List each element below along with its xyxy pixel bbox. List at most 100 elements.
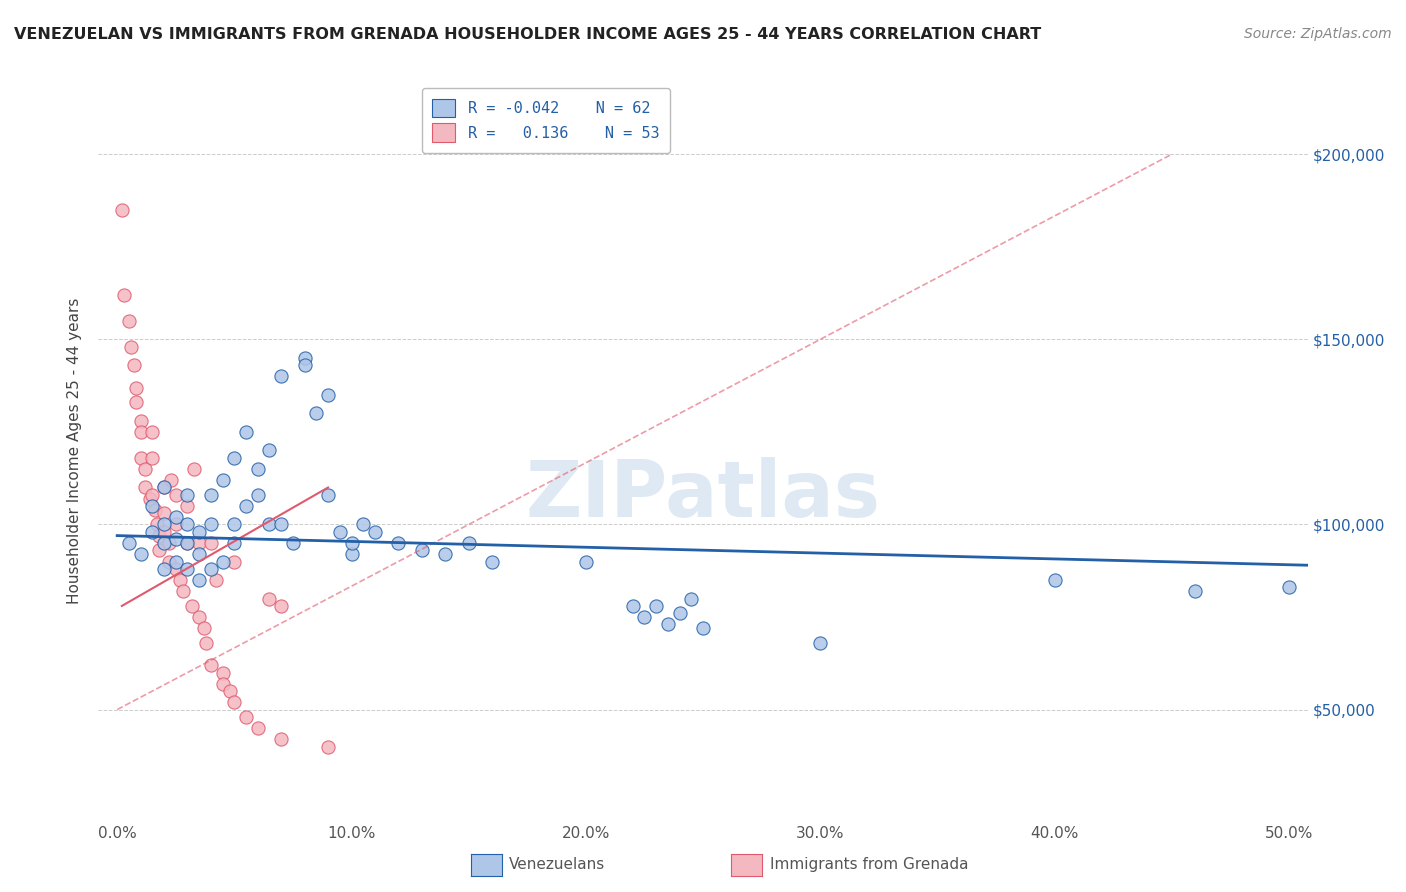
Point — [176, 536, 198, 550]
Point — [575, 554, 598, 569]
Point — [621, 599, 644, 613]
Point — [270, 517, 292, 532]
Point — [246, 462, 269, 476]
Point — [141, 425, 163, 439]
Point — [165, 554, 187, 569]
Point — [316, 739, 339, 754]
Point — [411, 543, 433, 558]
Point — [200, 517, 222, 532]
Point — [218, 684, 240, 698]
Point — [246, 721, 269, 735]
Point — [165, 488, 187, 502]
Point — [235, 499, 257, 513]
Point — [1278, 581, 1301, 595]
Point — [181, 599, 204, 613]
Point — [224, 554, 246, 569]
Point — [160, 473, 183, 487]
Point — [211, 554, 233, 569]
Point — [200, 562, 222, 576]
Point — [129, 414, 152, 428]
Text: Immigrants from Grenada: Immigrants from Grenada — [770, 857, 969, 871]
Point — [808, 636, 831, 650]
Point — [176, 499, 198, 513]
Point — [193, 621, 215, 635]
Point — [224, 450, 246, 465]
Point — [153, 480, 176, 494]
Point — [305, 407, 328, 421]
Point — [281, 536, 304, 550]
Point — [224, 517, 246, 532]
Point — [146, 517, 169, 532]
Point — [148, 528, 170, 542]
Point — [235, 425, 257, 439]
Point — [188, 547, 211, 561]
Point — [1184, 584, 1206, 599]
Point — [364, 524, 387, 539]
Point — [235, 710, 257, 724]
Point — [176, 562, 198, 576]
Point — [645, 599, 668, 613]
Point — [153, 562, 176, 576]
Point — [434, 547, 457, 561]
Point — [246, 488, 269, 502]
Point — [188, 524, 211, 539]
Point — [112, 288, 135, 302]
Point — [211, 473, 233, 487]
Point — [172, 584, 194, 599]
Point — [1043, 573, 1066, 587]
Point — [224, 536, 246, 550]
Point — [153, 524, 176, 539]
Text: VENEZUELAN VS IMMIGRANTS FROM GRENADA HOUSEHOLDER INCOME AGES 25 - 44 YEARS CORR: VENEZUELAN VS IMMIGRANTS FROM GRENADA HO… — [14, 27, 1042, 42]
Point — [340, 547, 363, 561]
Point — [200, 658, 222, 673]
Point — [134, 480, 156, 494]
Point — [153, 536, 176, 550]
Point — [316, 388, 339, 402]
Point — [183, 462, 205, 476]
Point — [122, 359, 145, 373]
Point — [141, 499, 163, 513]
Point — [129, 450, 152, 465]
Point — [165, 510, 187, 524]
Point — [165, 533, 187, 547]
Point — [270, 732, 292, 747]
Point — [176, 517, 198, 532]
Point — [111, 202, 134, 217]
Point — [316, 488, 339, 502]
Point — [125, 395, 148, 409]
Point — [352, 517, 374, 532]
Point — [176, 536, 198, 550]
Point — [141, 450, 163, 465]
Point — [681, 591, 703, 606]
Point — [118, 314, 141, 328]
Y-axis label: Householder Income Ages 25 - 44 years: Householder Income Ages 25 - 44 years — [67, 297, 83, 604]
Point — [211, 676, 233, 690]
Point — [120, 340, 142, 354]
Point — [153, 507, 176, 521]
Point — [148, 543, 170, 558]
Point — [129, 547, 152, 561]
Point — [176, 488, 198, 502]
Point — [157, 554, 180, 569]
Point — [153, 517, 176, 532]
Point — [195, 636, 218, 650]
Point — [200, 488, 222, 502]
Text: Source: ZipAtlas.com: Source: ZipAtlas.com — [1244, 27, 1392, 41]
Point — [129, 425, 152, 439]
Point — [329, 524, 352, 539]
Point — [143, 502, 166, 516]
Point — [153, 480, 176, 494]
Point — [141, 488, 163, 502]
Legend: R = -0.042    N = 62, R =   0.136    N = 53: R = -0.042 N = 62, R = 0.136 N = 53 — [422, 88, 669, 153]
Point — [270, 599, 292, 613]
Point — [211, 665, 233, 680]
Point — [457, 536, 479, 550]
Point — [200, 536, 222, 550]
Point — [188, 573, 211, 587]
Point — [270, 369, 292, 384]
Point — [224, 695, 246, 709]
Point — [259, 443, 281, 458]
Point — [259, 517, 281, 532]
Text: ZIPatlas: ZIPatlas — [526, 457, 880, 533]
Point — [134, 462, 156, 476]
